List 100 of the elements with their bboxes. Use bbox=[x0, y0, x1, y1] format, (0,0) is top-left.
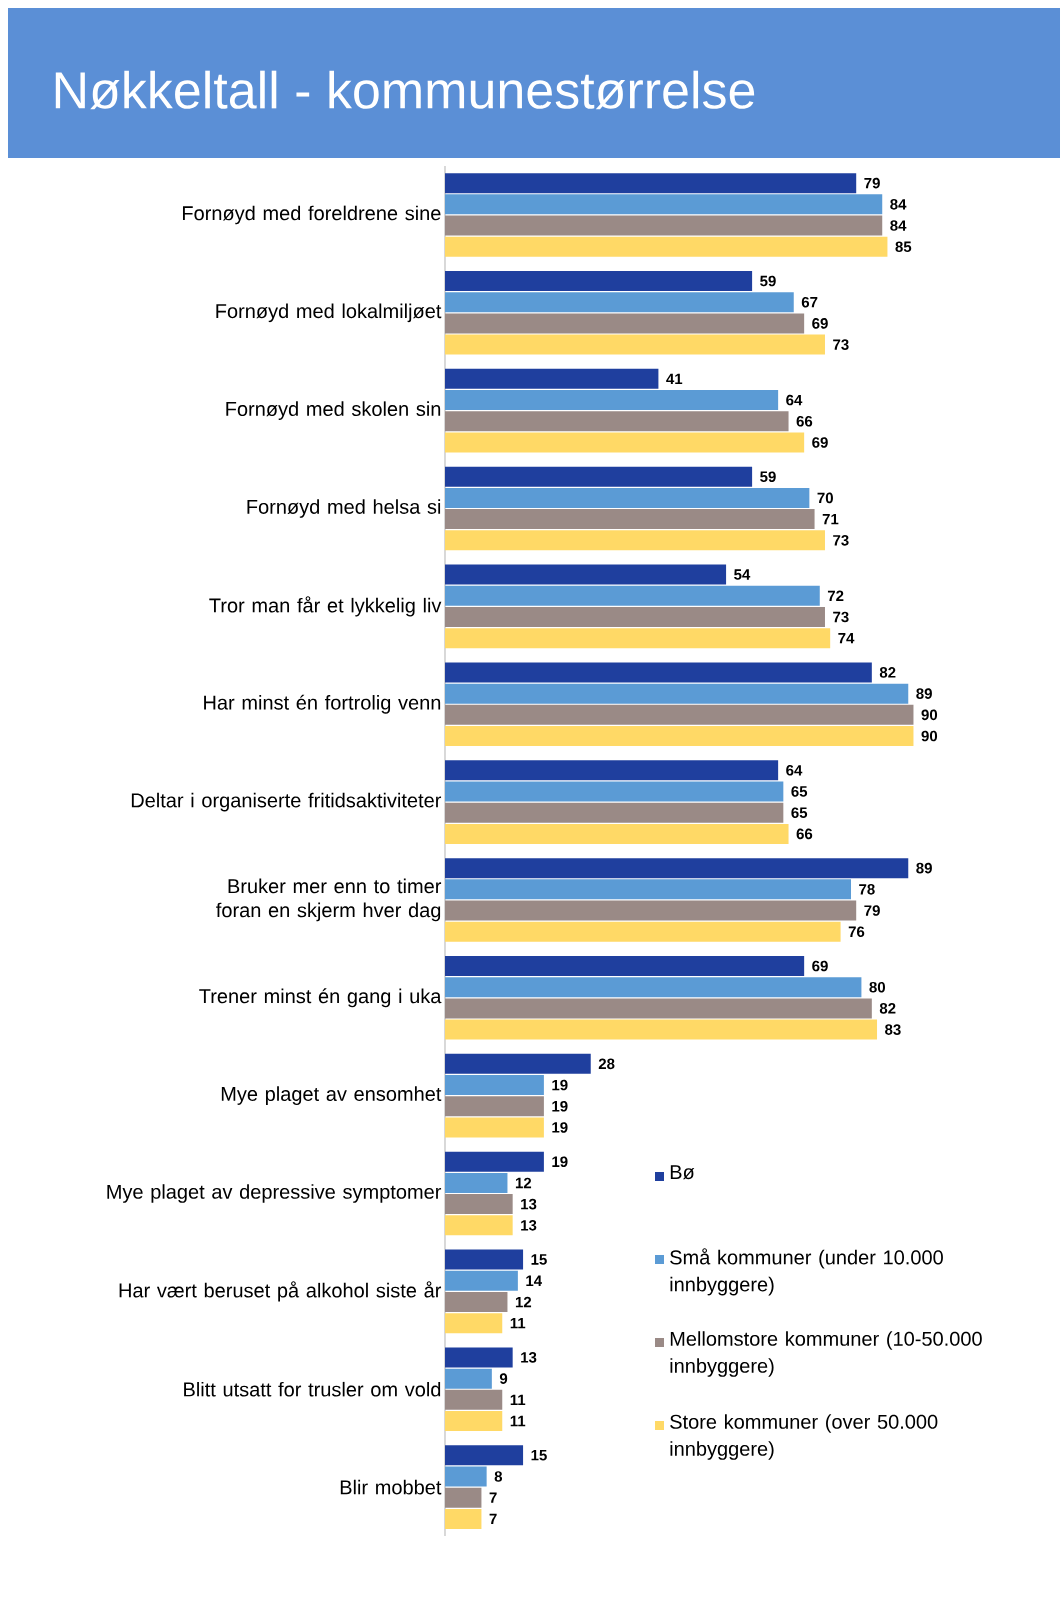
y-tick-label: Mye plaget av ensomhet bbox=[221, 1086, 442, 1105]
data-label: 82 bbox=[879, 667, 896, 678]
data-label: 84 bbox=[890, 220, 907, 231]
data-label: 7 bbox=[489, 1492, 497, 1503]
data-label: 8 bbox=[494, 1471, 503, 1482]
y-tick-label: Tror man får et lykkelig liv bbox=[209, 596, 442, 617]
data-label: 64 bbox=[786, 764, 803, 776]
data-label: 69 bbox=[812, 437, 828, 448]
data-label: 13 bbox=[521, 1219, 537, 1231]
bar bbox=[445, 1270, 518, 1291]
bar bbox=[445, 271, 753, 292]
y-tick-label: Blir mobbet bbox=[340, 1479, 442, 1495]
bar bbox=[445, 1172, 508, 1193]
bar bbox=[445, 487, 810, 508]
data-label: 13 bbox=[521, 1198, 537, 1210]
data-label: 64 bbox=[786, 394, 803, 406]
bar bbox=[445, 1194, 513, 1215]
bar bbox=[445, 1117, 544, 1138]
y-tick-label: Fornøyd med foreldrene sine bbox=[182, 205, 441, 225]
data-label: 78 bbox=[859, 884, 875, 895]
data-label: 67 bbox=[801, 296, 818, 308]
data-label: 11 bbox=[510, 1415, 526, 1427]
data-label: 19 bbox=[552, 1122, 568, 1133]
bar bbox=[445, 1487, 482, 1508]
data-label: 80 bbox=[869, 981, 885, 993]
data-label: 90 bbox=[921, 709, 938, 721]
data-label: 73 bbox=[833, 534, 849, 546]
data-label: 15 bbox=[531, 1254, 547, 1265]
y-tick-label: Har vært beruset på alkohol siste år bbox=[119, 1281, 442, 1302]
data-label: 73 bbox=[833, 339, 849, 350]
bar bbox=[445, 411, 789, 432]
bar bbox=[445, 313, 805, 334]
bar bbox=[445, 1215, 513, 1236]
y-tick-label: Har minst én fortrolig venn bbox=[204, 694, 441, 714]
data-label: 69 bbox=[812, 318, 828, 329]
legend-label: Mellomstore kommuner (10-50.000 innbyggere) bbox=[670, 1331, 982, 1377]
bar bbox=[445, 390, 779, 411]
chart-title: Nøkkeltall - kommunestørrelse bbox=[55, 70, 755, 110]
bar bbox=[445, 509, 815, 530]
bar bbox=[445, 802, 784, 823]
y-tick-label: Fornøyd med skolen sin bbox=[226, 401, 441, 420]
bar bbox=[445, 921, 841, 942]
data-label: 76 bbox=[848, 926, 865, 938]
bar bbox=[445, 1508, 482, 1529]
bar bbox=[445, 1313, 503, 1334]
data-label: 66 bbox=[796, 415, 813, 427]
data-label: 82 bbox=[879, 1003, 896, 1014]
y-tick-label: Bruker mer enn to timer foran en skjerm hver dag bbox=[216, 878, 442, 922]
bar bbox=[445, 1053, 591, 1074]
bar bbox=[445, 760, 779, 781]
bar bbox=[445, 564, 727, 585]
bar bbox=[445, 215, 883, 236]
bar bbox=[445, 1249, 524, 1270]
data-label: 28 bbox=[598, 1058, 615, 1070]
data-label: 71 bbox=[822, 513, 839, 525]
legend-label: Store kommuner (over 50.000 innbyggere) bbox=[670, 1414, 938, 1460]
data-label: 19 bbox=[552, 1100, 568, 1112]
bar bbox=[445, 956, 805, 976]
bar bbox=[445, 194, 883, 215]
data-label: 19 bbox=[552, 1079, 568, 1091]
data-label: 83 bbox=[885, 1024, 901, 1035]
data-label: 11 bbox=[510, 1394, 526, 1405]
data-label: 14 bbox=[526, 1275, 543, 1286]
bar bbox=[445, 585, 820, 606]
bar bbox=[445, 530, 825, 551]
bar bbox=[445, 998, 872, 1019]
bar bbox=[445, 704, 914, 725]
data-label: 59 bbox=[760, 275, 776, 287]
data-label: 72 bbox=[827, 590, 844, 602]
data-label: 9 bbox=[499, 1373, 508, 1384]
bar bbox=[445, 1019, 878, 1040]
data-label: 73 bbox=[833, 611, 849, 623]
bar bbox=[445, 1096, 544, 1117]
data-label: 12 bbox=[515, 1296, 532, 1308]
data-label: 79 bbox=[864, 177, 880, 189]
bar bbox=[445, 606, 825, 627]
data-label: 65 bbox=[791, 786, 808, 797]
y-tick-label: Blitt utsatt for trusler om vold bbox=[184, 1381, 441, 1397]
bar bbox=[445, 1291, 508, 1312]
bar bbox=[445, 1075, 544, 1096]
bar bbox=[445, 823, 789, 844]
data-label: 11 bbox=[510, 1318, 526, 1329]
bar bbox=[445, 1347, 513, 1368]
data-label: 7 bbox=[489, 1513, 497, 1525]
bar bbox=[445, 726, 914, 747]
bar bbox=[445, 1411, 503, 1432]
bar bbox=[445, 432, 805, 453]
bar bbox=[445, 173, 857, 194]
y-tick-label: Fornøyd med lokalmiljøet bbox=[216, 303, 442, 323]
data-label: 69 bbox=[812, 960, 828, 972]
data-label: 66 bbox=[796, 828, 813, 840]
bar bbox=[445, 879, 852, 900]
bar bbox=[445, 858, 909, 879]
bar bbox=[445, 628, 831, 649]
data-label: 12 bbox=[515, 1177, 532, 1189]
bar bbox=[445, 1368, 492, 1389]
bar bbox=[445, 334, 825, 355]
legend-label: Små kommuner (under 10.000 innbyggere) bbox=[670, 1248, 943, 1296]
data-label: 70 bbox=[817, 492, 833, 504]
bar bbox=[445, 1466, 487, 1487]
